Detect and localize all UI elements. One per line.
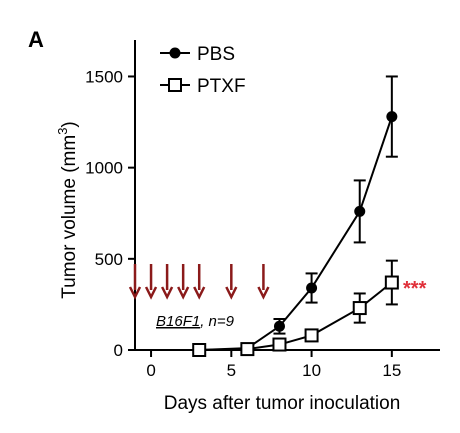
treatment-arrow-head bbox=[225, 286, 238, 300]
treatment-arrow-head bbox=[160, 286, 174, 300]
data-point-ptxf bbox=[304, 328, 319, 343]
data-markers bbox=[192, 111, 399, 357]
data-point-pbs bbox=[273, 320, 285, 332]
data-point-ptxf bbox=[192, 343, 207, 357]
x-tick-label: 0 bbox=[146, 361, 155, 380]
treatment-arrow-head bbox=[144, 286, 158, 300]
legend-ptxf-marker bbox=[168, 78, 182, 92]
legend-ptxf-label: PTXF bbox=[197, 76, 246, 97]
data-point-ptxf bbox=[272, 337, 287, 352]
data-point-ptxf bbox=[384, 275, 399, 290]
data-point-pbs bbox=[306, 282, 318, 294]
treatment-arrows bbox=[128, 264, 270, 300]
model-annotation: B16F1, n=9 bbox=[156, 313, 235, 330]
data-point-pbs bbox=[386, 111, 398, 123]
x-tick-label: 5 bbox=[227, 361, 236, 380]
legend-pbs-marker bbox=[169, 47, 181, 59]
y-tick-label: 500 bbox=[95, 250, 123, 269]
error-bars bbox=[241, 75, 398, 351]
x-tick-label: 10 bbox=[302, 361, 321, 380]
y-tick-label: 1500 bbox=[85, 67, 123, 86]
x-tick-label: 15 bbox=[382, 361, 401, 380]
legend-pbs-label: PBS bbox=[197, 44, 235, 65]
legend: PBS PTXF bbox=[160, 44, 246, 97]
data-point-pbs bbox=[354, 205, 366, 217]
y-axis-title: Tumor volume (mm3) bbox=[55, 121, 80, 299]
axes: 0 500 1000 1500 0 5 10 15 bbox=[85, 40, 440, 380]
treatment-arrow-head bbox=[193, 286, 206, 300]
y-tick-label: 1000 bbox=[85, 159, 123, 178]
data-point-ptxf bbox=[352, 301, 367, 316]
treatment-arrow-head bbox=[257, 286, 270, 300]
significance-marker: *** bbox=[403, 278, 427, 300]
x-axis-title: Days after tumor inoculation bbox=[164, 393, 401, 414]
y-tick-label: 0 bbox=[114, 341, 123, 360]
data-point-ptxf bbox=[240, 342, 255, 357]
treatment-arrow-head bbox=[128, 286, 142, 300]
treatment-arrow-head bbox=[177, 286, 190, 300]
panel-label: A bbox=[28, 27, 44, 52]
